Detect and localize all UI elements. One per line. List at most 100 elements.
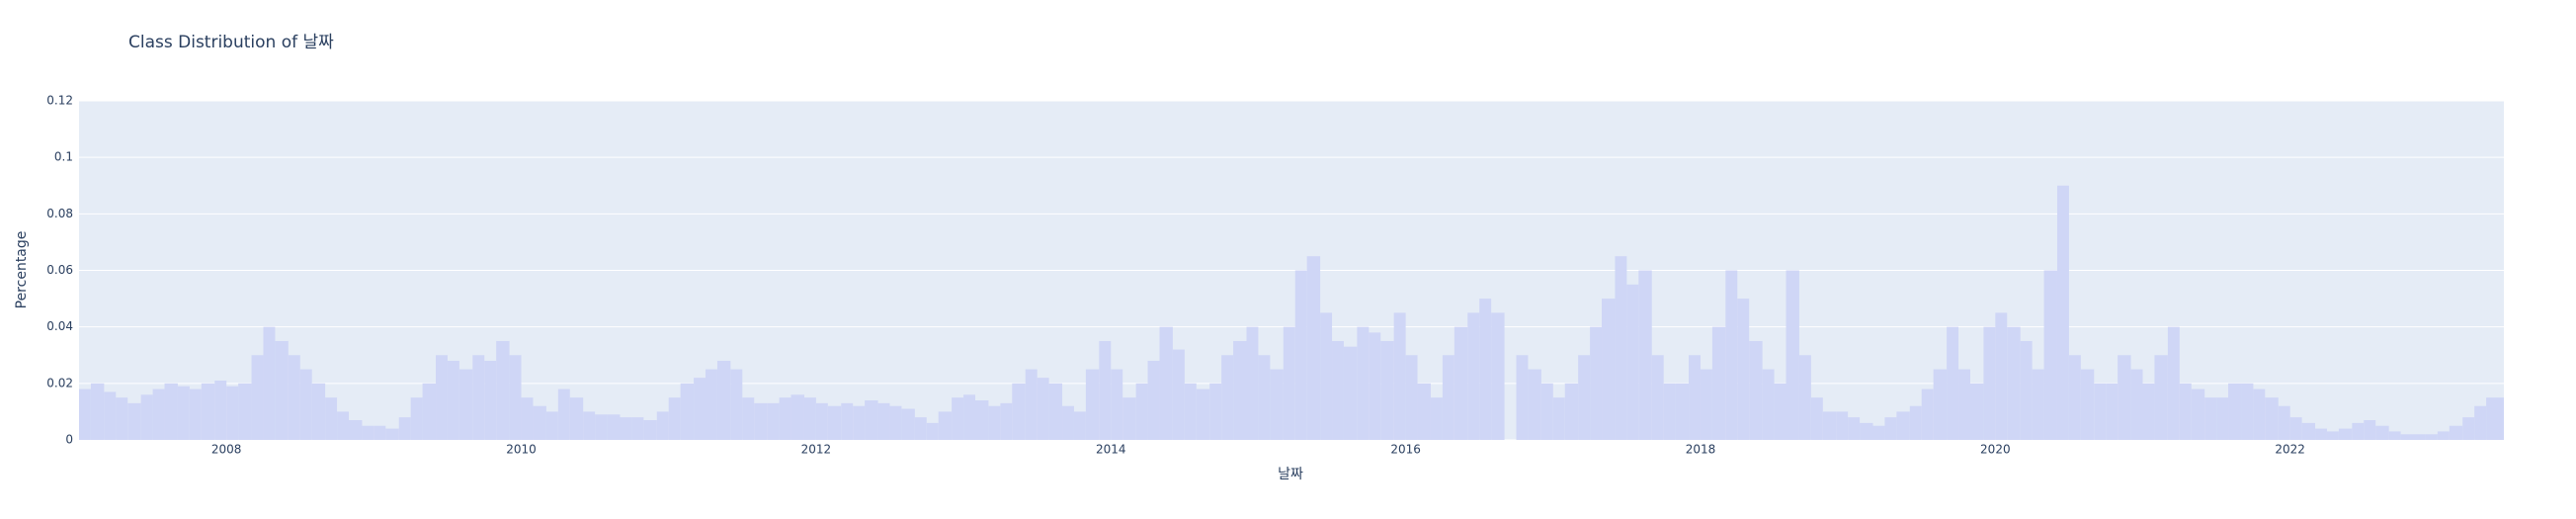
- y-tick-label: 0.06: [46, 263, 73, 277]
- bar: [484, 360, 497, 440]
- bar: [545, 411, 558, 440]
- bar: [104, 391, 117, 440]
- bar: [2315, 428, 2327, 440]
- bar: [754, 402, 768, 440]
- bar: [385, 428, 399, 440]
- bar: [643, 419, 657, 440]
- bar: [2474, 405, 2487, 440]
- bar: [1357, 326, 1370, 440]
- bar: [975, 399, 989, 440]
- x-axis-title: 날짜: [1278, 467, 1303, 482]
- bar: [1626, 284, 1639, 440]
- bar: [2020, 340, 2033, 440]
- bar: [2007, 326, 2021, 440]
- bar: [877, 402, 890, 440]
- bar: [680, 383, 695, 440]
- bar: [1048, 383, 1063, 440]
- x-tick-label: 2020: [1980, 443, 2011, 457]
- bar: [152, 389, 165, 440]
- bar: [1135, 383, 1148, 440]
- bar: [1430, 397, 1443, 440]
- bar: [2130, 369, 2143, 440]
- bar: [362, 425, 374, 440]
- bar: [410, 397, 423, 440]
- bar: [926, 422, 939, 440]
- bar: [1012, 383, 1026, 440]
- bar: [1467, 312, 1480, 440]
- bar: [569, 397, 584, 440]
- bar: [1872, 425, 1885, 440]
- bar: [2179, 383, 2192, 440]
- bar: [2068, 355, 2081, 440]
- bar: [1258, 355, 1271, 440]
- bar: [1405, 355, 1418, 440]
- bar: [1294, 270, 1307, 440]
- bar: [963, 394, 976, 440]
- bar: [1578, 355, 1591, 440]
- bar: [1209, 383, 1222, 440]
- bar: [1749, 340, 1763, 440]
- bar: [2289, 417, 2302, 440]
- y-tick-label: 0.04: [46, 319, 73, 333]
- bar: [496, 340, 510, 440]
- bar: [1848, 417, 1861, 440]
- bar: [1025, 369, 1038, 440]
- x-tick-label: 2012: [801, 443, 832, 457]
- bar: [2449, 425, 2463, 440]
- bar: [827, 405, 842, 440]
- bar: [914, 417, 927, 440]
- bar: [177, 386, 190, 440]
- bar: [348, 419, 363, 440]
- bar: [901, 408, 915, 440]
- bar: [2191, 389, 2205, 440]
- bar: [631, 417, 644, 440]
- bar: [1711, 326, 1726, 440]
- bar: [1947, 326, 1959, 440]
- bar: [2486, 397, 2504, 440]
- x-tick-label: 2008: [211, 443, 242, 457]
- bar: [1172, 349, 1185, 440]
- bar: [1983, 326, 1996, 440]
- bar: [288, 355, 300, 440]
- bar: [1000, 402, 1013, 440]
- bar: [2142, 383, 2155, 440]
- bar: [2326, 431, 2339, 440]
- bar: [716, 360, 731, 440]
- bar: [2228, 383, 2242, 440]
- bar: [2167, 326, 2180, 440]
- bar: [1184, 383, 1197, 440]
- x-tick-label: 2010: [506, 443, 537, 457]
- bar: [201, 383, 215, 440]
- bar: [656, 411, 669, 440]
- bar: [2278, 405, 2290, 440]
- bar: [742, 397, 755, 440]
- bar: [1037, 378, 1049, 440]
- bar: [1147, 360, 1160, 440]
- bar: [2056, 185, 2069, 440]
- bar: [2154, 355, 2168, 440]
- bar: [2364, 419, 2376, 440]
- bar: [779, 397, 791, 440]
- bar: [1343, 346, 1358, 440]
- bar: [90, 383, 105, 440]
- bar: [1454, 326, 1468, 440]
- bar: [1552, 397, 1565, 440]
- y-axis-title: Percentage: [14, 231, 30, 309]
- bar: [988, 405, 1001, 440]
- bar: [1320, 312, 1333, 440]
- bar: [841, 402, 854, 440]
- bar: [1369, 332, 1381, 440]
- bar: [1810, 397, 1823, 440]
- bar: [583, 411, 596, 440]
- bar: [189, 389, 202, 440]
- bar: [1909, 405, 1922, 440]
- bar: [337, 411, 349, 440]
- bar: [2425, 434, 2438, 440]
- bar: [1417, 383, 1431, 440]
- bar: [1159, 326, 1173, 440]
- bar: [2080, 369, 2095, 440]
- bar: [251, 355, 264, 440]
- bar: [1663, 383, 1676, 440]
- chart-title: Class Distribution of 날짜: [128, 33, 334, 52]
- bar: [2301, 422, 2316, 440]
